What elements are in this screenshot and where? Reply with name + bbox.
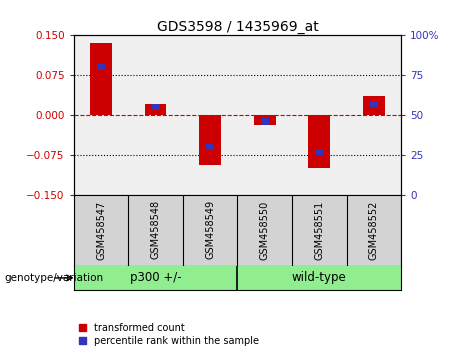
Bar — [152, 104, 160, 110]
Bar — [199, 115, 221, 166]
Legend: transformed count, percentile rank within the sample: transformed count, percentile rank withi… — [79, 323, 259, 346]
Text: GSM458548: GSM458548 — [151, 200, 160, 259]
Bar — [260, 118, 269, 125]
Bar — [254, 115, 276, 125]
Title: GDS3598 / 1435969_at: GDS3598 / 1435969_at — [157, 21, 318, 34]
Bar — [363, 97, 384, 115]
Text: genotype/variation: genotype/variation — [5, 273, 104, 283]
Text: GSM458552: GSM458552 — [369, 200, 379, 260]
Text: GSM458551: GSM458551 — [314, 200, 324, 259]
Text: GSM458549: GSM458549 — [205, 200, 215, 259]
Bar — [308, 115, 330, 168]
Text: GSM458547: GSM458547 — [96, 200, 106, 259]
Bar — [97, 64, 105, 70]
Bar — [145, 104, 166, 115]
Bar — [90, 44, 112, 115]
Text: p300 +/-: p300 +/- — [130, 272, 181, 284]
Bar — [370, 101, 378, 107]
Bar — [206, 144, 214, 150]
Bar — [315, 149, 323, 155]
Text: GSM458550: GSM458550 — [260, 200, 270, 259]
Text: wild-type: wild-type — [292, 272, 347, 284]
